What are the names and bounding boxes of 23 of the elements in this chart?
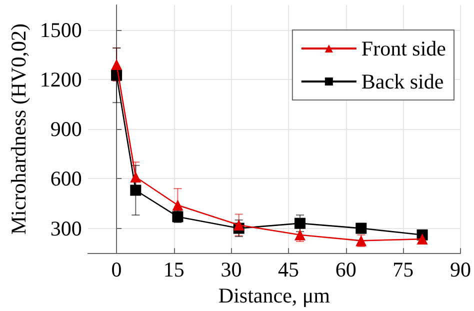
x-tick-label: 30 bbox=[220, 258, 242, 282]
y-tick-label: 1500 bbox=[40, 18, 82, 42]
x-tick-label: 75 bbox=[392, 258, 414, 282]
y-tick-label: 1200 bbox=[40, 67, 82, 92]
y-tick-label: 600 bbox=[50, 166, 82, 191]
x-tick-label: 60 bbox=[335, 258, 356, 282]
x-tick-label: 0 bbox=[111, 258, 122, 282]
point bbox=[111, 59, 122, 70]
point bbox=[416, 234, 428, 245]
x-tick-label: 15 bbox=[163, 258, 184, 282]
point bbox=[130, 184, 142, 196]
x-tick-label: 90 bbox=[450, 258, 471, 282]
y-tick-label: 900 bbox=[50, 117, 82, 142]
x-tick-label: 45 bbox=[278, 258, 300, 282]
point bbox=[233, 219, 244, 230]
legend-label: Front side bbox=[361, 36, 446, 60]
point bbox=[130, 172, 142, 183]
legend-label: Back side bbox=[361, 70, 444, 94]
point bbox=[294, 218, 306, 229]
y-axis-title: Microhardness (HV0,02) bbox=[6, 23, 30, 235]
point bbox=[172, 200, 184, 211]
y-tick-label: 300 bbox=[50, 216, 82, 240]
x-axis-title: Distance, μm bbox=[218, 284, 330, 308]
